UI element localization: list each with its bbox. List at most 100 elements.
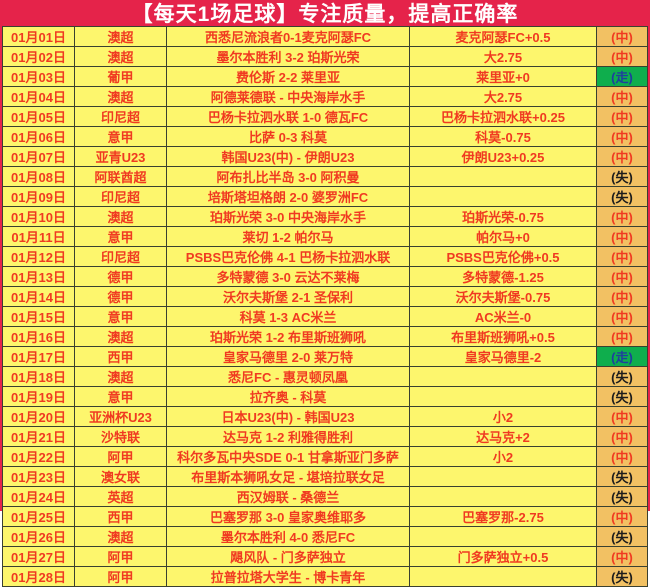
match-cell: 比萨 0-3 科莫 (166, 126, 410, 147)
bet-cell (409, 366, 597, 387)
bet-cell: 小2 (409, 446, 597, 467)
match-cell: 韩国U23(中) - 伊朗U23 (166, 146, 410, 167)
date-cell: 01月22日 (2, 446, 75, 467)
bet-cell (409, 566, 597, 587)
bet-cell: 巴杨卡拉泗水联+0.25 (409, 106, 597, 127)
result-badge: (中) (596, 246, 648, 267)
result-badge: (失) (596, 386, 648, 407)
match-cell: 拉普拉塔大学生 - 博卡青年 (166, 566, 410, 587)
bet-cell: 大2.75 (409, 86, 597, 107)
match-cell: PSBS巴克伦佛 4-1 巴杨卡拉泗水联 (166, 246, 410, 267)
table-row: 01月12日 印尼超 PSBS巴克伦佛 4-1 巴杨卡拉泗水联 PSBS巴克伦佛+0.… (2, 246, 648, 267)
result-badge: (中) (596, 46, 648, 67)
league-cell: 阿甲 (74, 566, 167, 587)
date-cell: 01月05日 (2, 106, 75, 127)
bet-cell: 麦克阿瑟FC+0.5 (409, 26, 597, 47)
table-row: 01月10日 澳超 珀斯光荣 3-0 中央海岸水手 珀斯光荣-0.75 (中) (2, 206, 648, 227)
bet-cell: 门多萨独立+0.5 (409, 546, 597, 567)
result-badge: (中) (596, 446, 648, 467)
league-cell: 意甲 (74, 386, 167, 407)
result-badge: (中) (596, 406, 648, 427)
result-badge: (走) (596, 346, 648, 367)
match-cell: 费伦斯 2-2 莱里亚 (166, 66, 410, 87)
bet-cell (409, 166, 597, 187)
date-cell: 01月20日 (2, 406, 75, 427)
date-cell: 01月10日 (2, 206, 75, 227)
league-cell: 意甲 (74, 226, 167, 247)
result-badge: (中) (596, 126, 648, 147)
date-cell: 01月06日 (2, 126, 75, 147)
league-cell: 阿联酋超 (74, 166, 167, 187)
table-row: 01月27日 阿甲 飓风队 - 门多萨独立 门多萨独立+0.5 (中) (2, 546, 648, 567)
league-cell: 澳超 (74, 206, 167, 227)
bet-cell: AC米兰-0 (409, 306, 597, 327)
match-cell: 珀斯光荣 1-2 布里斯班狮吼 (166, 326, 410, 347)
result-badge: (中) (596, 546, 648, 567)
bet-cell (409, 386, 597, 407)
league-cell: 印尼超 (74, 186, 167, 207)
table-row: 01月01日 澳超 西悉尼流浪者0-1麦克阿瑟FC 麦克阿瑟FC+0.5 (中) (2, 26, 648, 47)
table-row: 01月16日 澳超 珀斯光荣 1-2 布里斯班狮吼 布里斯班狮吼+0.5 (中) (2, 326, 648, 347)
result-badge: (中) (596, 506, 648, 527)
league-cell: 德甲 (74, 266, 167, 287)
page-title: 【每天1场足球】专注质量，提高正确率 (131, 3, 519, 26)
date-cell: 01月04日 (2, 86, 75, 107)
table-row: 01月22日 阿甲 科尔多瓦中央SDE 0-1 甘拿斯亚门多萨 小2 (中) (2, 446, 648, 467)
bet-cell: 多特蒙德-1.25 (409, 266, 597, 287)
result-badge: (中) (596, 226, 648, 247)
league-cell: 沙特联 (74, 426, 167, 447)
date-cell: 01月07日 (2, 146, 75, 167)
match-cell: 墨尔本胜利 4-0 悉尼FC (166, 526, 410, 547)
result-badge: (中) (596, 306, 648, 327)
table-row: 01月21日 沙特联 达马克 1-2 利雅得胜利 达马克+2 (中) (2, 426, 648, 447)
bet-cell (409, 186, 597, 207)
league-cell: 西甲 (74, 506, 167, 527)
date-cell: 01月28日 (2, 566, 75, 587)
table-row: 01月07日 亚青U23 韩国U23(中) - 伊朗U23 伊朗U23+0.25 (中) (2, 146, 648, 167)
match-cell: 西汉姆联 - 桑德兰 (166, 486, 410, 507)
date-cell: 01月24日 (2, 486, 75, 507)
date-cell: 01月08日 (2, 166, 75, 187)
match-cell: 巴杨卡拉泗水联 1-0 德瓦FC (166, 106, 410, 127)
bet-cell (409, 526, 597, 547)
league-cell: 澳超 (74, 46, 167, 67)
date-cell: 01月01日 (2, 26, 75, 47)
table-row: 01月19日 意甲 拉齐奥 - 科莫 (失) (2, 386, 648, 407)
match-cell: 日本U23(中) - 韩国U23 (166, 406, 410, 427)
league-cell: 澳超 (74, 366, 167, 387)
table-row: 01月06日 意甲 比萨 0-3 科莫 科莫-0.75 (中) (2, 126, 648, 147)
date-cell: 01月03日 (2, 66, 75, 87)
table-row: 01月15日 意甲 科莫 1-3 AC米兰 AC米兰-0 (中) (2, 306, 648, 327)
table-row: 01月11日 意甲 莱切 1-2 帕尔马 帕尔马+0 (中) (2, 226, 648, 247)
bet-cell: 小2 (409, 406, 597, 427)
bet-cell (409, 466, 597, 487)
result-badge: (中) (596, 426, 648, 447)
match-cell: 皇家马德里 2-0 莱万特 (166, 346, 410, 367)
league-cell: 英超 (74, 486, 167, 507)
league-cell: 意甲 (74, 306, 167, 327)
league-cell: 澳超 (74, 526, 167, 547)
league-cell: 澳超 (74, 26, 167, 47)
date-cell: 01月14日 (2, 286, 75, 307)
table-row: 01月14日 德甲 沃尔夫斯堡 2-1 圣保利 沃尔夫斯堡-0.75 (中) (2, 286, 648, 307)
result-badge: (中) (596, 206, 648, 227)
bet-cell: 巴塞罗那-2.75 (409, 506, 597, 527)
date-cell: 01月23日 (2, 466, 75, 487)
bet-cell: PSBS巴克伦佛+0.5 (409, 246, 597, 267)
table-row: 01月25日 西甲 巴塞罗那 3-0 皇家奥维耶多 巴塞罗那-2.75 (中) (2, 506, 648, 527)
result-badge: (中) (596, 286, 648, 307)
result-badge: (失) (596, 526, 648, 547)
date-cell: 01月09日 (2, 186, 75, 207)
result-badge: (失) (596, 466, 648, 487)
table-row: 01月20日 亚洲杯U23 日本U23(中) - 韩国U23 小2 (中) (2, 406, 648, 427)
result-badge: (中) (596, 106, 648, 127)
result-badge: (失) (596, 366, 648, 387)
table-row: 01月23日 澳女联 布里斯本狮吼女足 - 堪培拉联女足 (失) (2, 466, 648, 487)
league-cell: 意甲 (74, 126, 167, 147)
result-badge: (中) (596, 146, 648, 167)
match-cell: 巴塞罗那 3-0 皇家奥维耶多 (166, 506, 410, 527)
date-cell: 01月11日 (2, 226, 75, 247)
date-cell: 01月16日 (2, 326, 75, 347)
league-cell: 印尼超 (74, 246, 167, 267)
date-cell: 01月02日 (2, 46, 75, 67)
